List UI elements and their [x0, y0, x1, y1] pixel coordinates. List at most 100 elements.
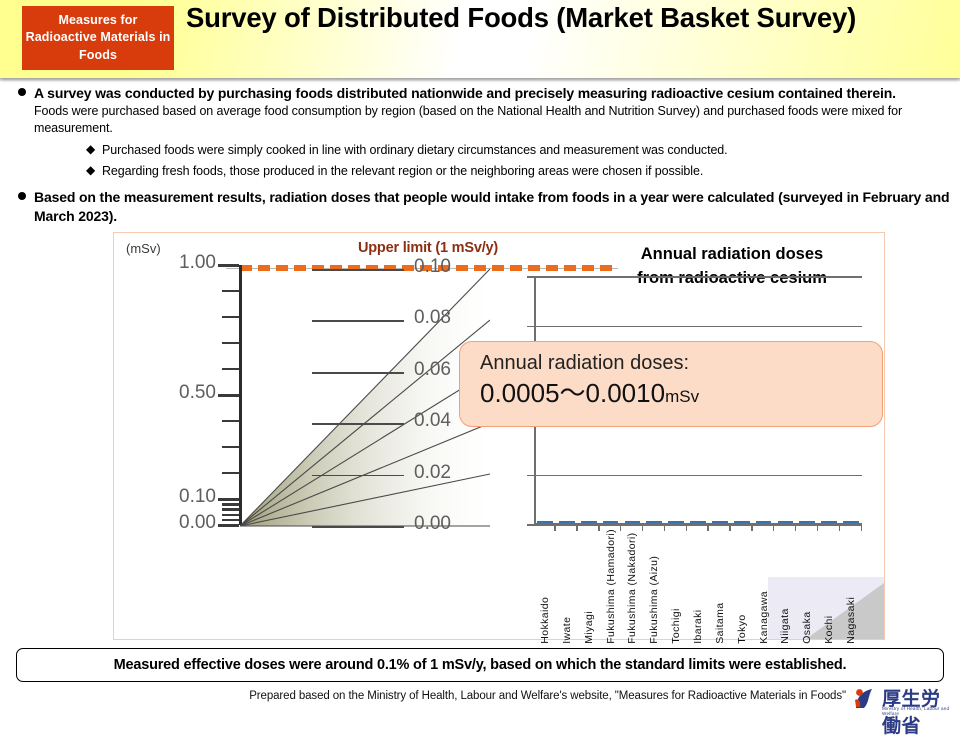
bar-chart-x-tick [840, 525, 862, 531]
bar-cell [687, 277, 709, 524]
annual-dose-callout: Annual radiation doses: 0.0005～0.0010mSv [459, 341, 883, 427]
bar-chart-x-axis [534, 523, 862, 525]
bar-chart-x-label-cell: Fukushima (Nakadori) [621, 529, 643, 644]
expanded-scale-line [312, 474, 404, 477]
expanded-scale-label: 0.06 [414, 358, 451, 380]
bar-chart-x-tick [578, 525, 600, 531]
bar-chart-x-label-cell: Kochi [818, 529, 840, 644]
bar-chart-x-label: Fukushima (Aizu) [648, 555, 661, 644]
bar-chart-x-tick [621, 525, 644, 531]
bar-chart-x-label-cell: Saitama [709, 529, 731, 644]
bar-cell [731, 277, 753, 524]
chart-headline: Annual radiation doses from radioactive … [582, 243, 882, 291]
bullet-1-sub: Foods were purchased based on average fo… [34, 104, 903, 136]
source-credit: Prepared based on the Ministry of Health… [249, 690, 846, 702]
left-scale-minor-tick [222, 368, 239, 371]
bar[interactable] [602, 521, 619, 524]
bar-chart-x-label-cell: Miyagi [578, 529, 600, 644]
bar[interactable] [668, 521, 684, 524]
bar-chart-x-label-cell: Nagasaki [840, 529, 862, 644]
bar-chart-x-tick [687, 525, 709, 531]
bar-chart-x-tick [818, 525, 840, 531]
bullet-spacer [0, 179, 960, 188]
expanded-scale-label: 0.10 [414, 256, 451, 277]
bar-chart-x-label: Nagasaki [844, 596, 857, 644]
bar-chart-x-labels: Hokkaido Iwate Miyagi Fukushima (Hamadori) F… [534, 529, 862, 644]
diamond-marker-icon: ◆ [86, 141, 96, 156]
bullet-item-2: Based on the measurement results, radiat… [0, 188, 960, 225]
bar-chart-y-tick [527, 276, 534, 278]
bar[interactable] [690, 521, 706, 524]
bar[interactable] [755, 521, 772, 524]
callout-value: 0.0005～0.0010 [480, 378, 666, 408]
bar-cell [600, 277, 622, 524]
left-scale-label: 1.00 [179, 252, 216, 273]
left-scale-minor-tick [222, 446, 239, 449]
bar[interactable] [821, 521, 837, 524]
bar-chart-x-label-cell: Tokyo [731, 529, 753, 644]
bar[interactable] [537, 521, 553, 524]
bar-chart-x-tick [600, 525, 622, 531]
scale-expansion-fan [240, 268, 490, 527]
bar-chart-x-label: Tochigi [670, 608, 683, 644]
bar-cell [665, 277, 687, 524]
bar-chart-x-label: Fukushima (Nakadori) [626, 532, 639, 644]
left-scale-major-tick [218, 524, 239, 527]
bullet-1-diamond-2-text: Regarding fresh foods, those produced in… [102, 163, 704, 178]
bar[interactable] [733, 521, 750, 524]
bullet-2-main: Based on the measurement results, radiat… [34, 189, 950, 224]
bar[interactable] [843, 521, 859, 524]
bullet-dot-icon [18, 192, 26, 201]
bar[interactable] [777, 521, 794, 524]
left-scale-major-tick [218, 264, 239, 267]
bar-cell [578, 277, 600, 524]
left-scale-minor-tick [222, 342, 239, 345]
bar-cell [796, 277, 818, 524]
bar-cell [534, 277, 556, 524]
page-curl-icon [806, 583, 884, 639]
bar-chart-x-tick [556, 525, 578, 531]
bar[interactable] [558, 520, 575, 524]
bar-chart-x-tick [534, 525, 556, 531]
bar[interactable] [799, 521, 816, 524]
bar-chart-gridline [534, 276, 862, 278]
bar-chart-x-ticks [534, 525, 862, 531]
bar[interactable] [646, 520, 663, 524]
bar-chart-x-label: Saitama [713, 602, 726, 644]
summary-box: Measured effective doses were around 0.1… [16, 648, 944, 682]
bar-cell [621, 277, 643, 524]
left-scale-major-tick [218, 498, 239, 501]
bullet-1-main: A survey was conducted by purchasing foo… [34, 85, 896, 101]
expanded-scale-line [312, 269, 404, 271]
bar-cell [753, 277, 775, 524]
left-scale-label: 0.50 [179, 382, 216, 403]
bar-chart-x-tick [709, 525, 731, 531]
bar-chart-x-label: Iwate [560, 616, 573, 644]
mhlw-logo: 厚生労働省 Ministry of Health, Labour and Wel… [852, 684, 956, 737]
bullet-1-diamond-1: ◆ Purchased foods were simply cooked in … [34, 142, 960, 158]
bar-chart-x-label: Tokyo [735, 614, 748, 644]
bar-chart-x-label: Niigata [779, 608, 792, 644]
left-scale-label: 0.10 [179, 486, 216, 507]
diamond-marker-icon: ◆ [86, 162, 96, 177]
bar-chart-x-tick [643, 525, 666, 531]
bar-cell [556, 277, 578, 524]
bar-chart-gridline [534, 474, 862, 477]
bar-chart-x-label: Kanagawa [757, 590, 770, 644]
bar-series [534, 277, 862, 524]
callout-value-row: 0.0005～0.0010mSv [480, 377, 882, 410]
bar-chart-x-tick [796, 525, 819, 531]
upper-limit-label: Upper limit (1 mSv/y) [358, 240, 499, 256]
page-title: Survey of Distributed Foods (Market Bask… [186, 2, 857, 33]
bar-chart-x-label: Ibaraki [691, 609, 704, 644]
left-scale-minor-tick [222, 472, 239, 475]
bar-chart-x-label-cell: Kanagawa [753, 529, 775, 644]
callout-title: Annual radiation doses: [480, 352, 690, 374]
bar-chart-x-label: Osaka [801, 611, 814, 644]
bar-chart-x-tick [753, 525, 775, 531]
bar[interactable] [711, 521, 728, 524]
bullet-1-diamond-1-text: Purchased foods were simply cooked in li… [102, 142, 728, 157]
bar[interactable] [624, 521, 641, 524]
bar[interactable] [580, 521, 597, 524]
